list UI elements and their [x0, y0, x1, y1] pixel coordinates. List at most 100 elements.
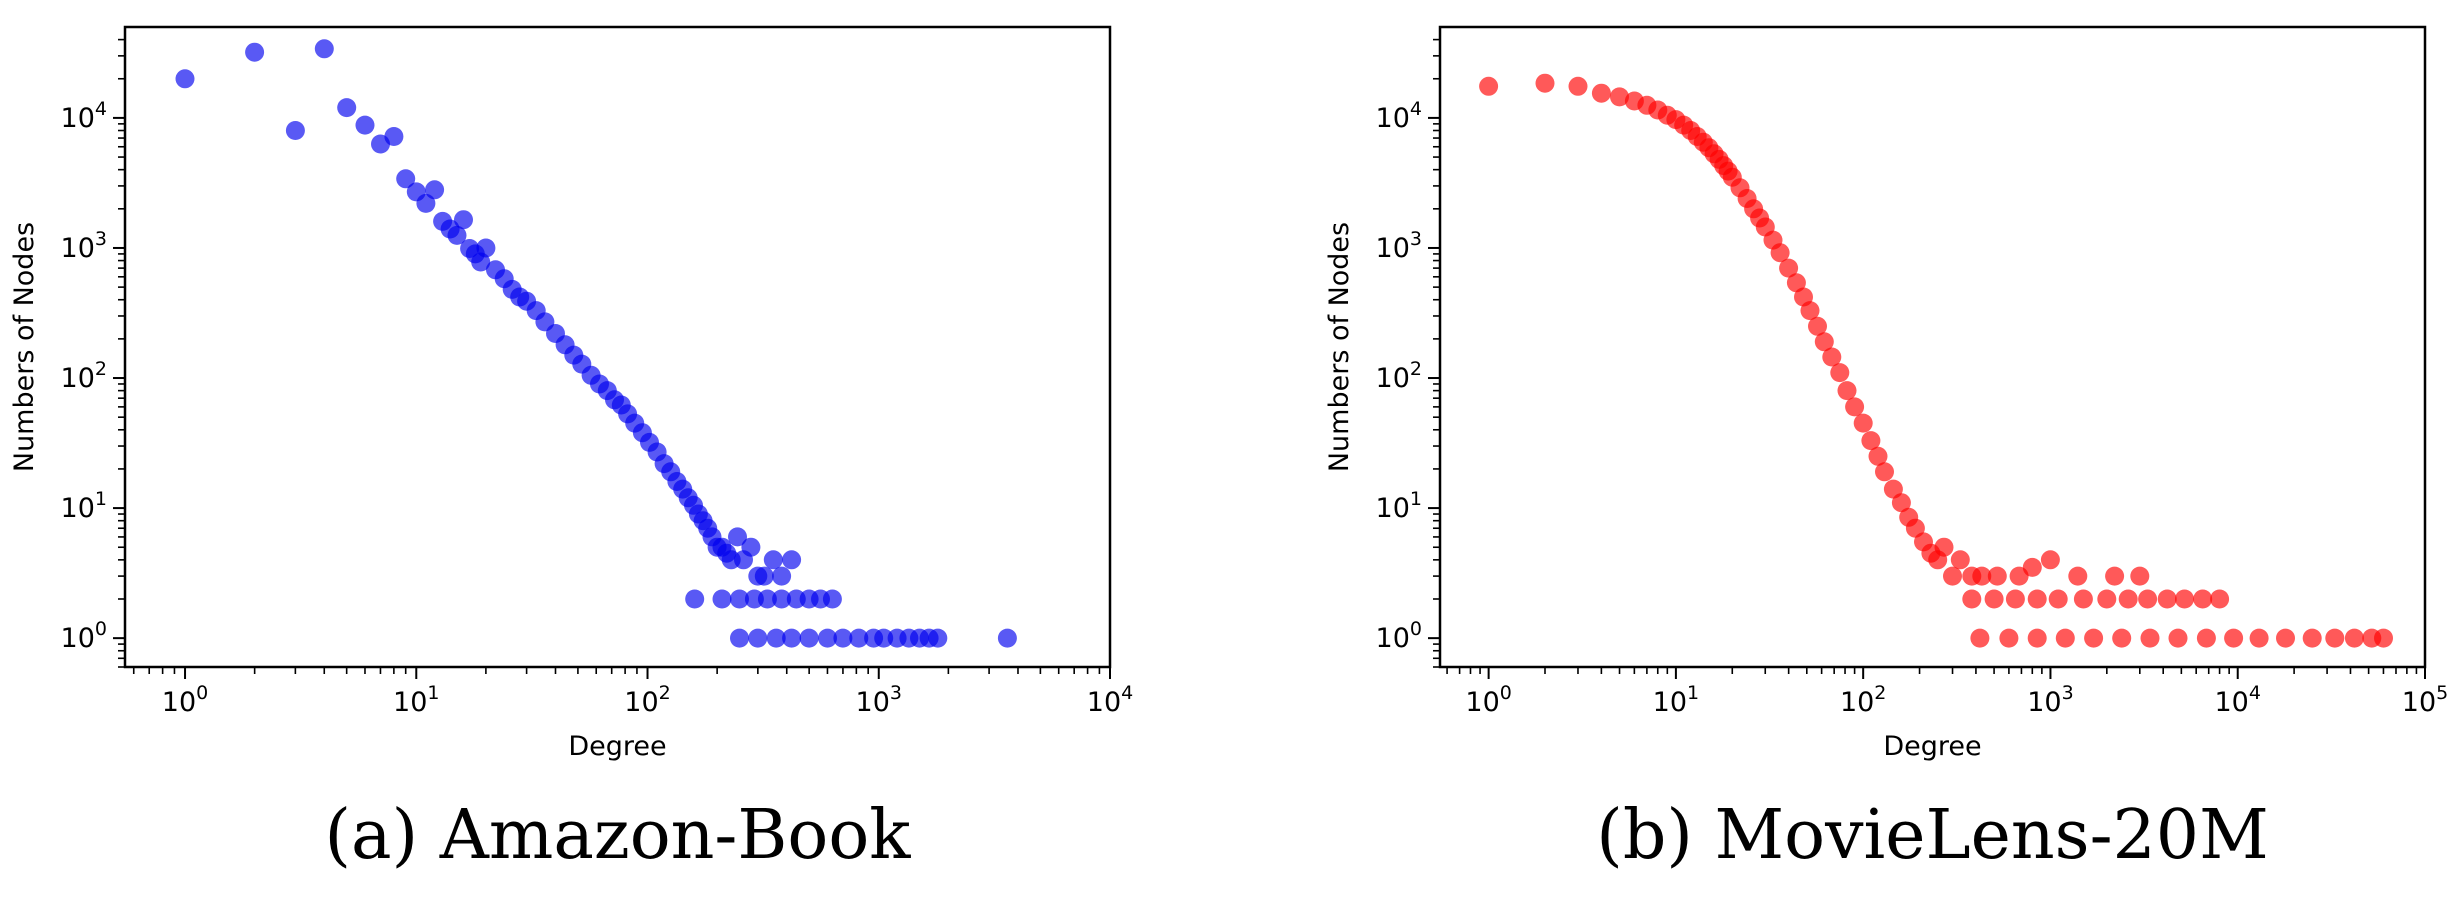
data-point — [757, 589, 777, 609]
data-point — [175, 69, 195, 89]
data-point — [1905, 518, 1925, 538]
y-tick-label: 104 — [61, 98, 107, 134]
y-axis-ticks-a: 100 101 102 103 104 — [61, 38, 125, 668]
y-tick-label: 101 — [61, 488, 107, 524]
data-point — [744, 589, 764, 609]
data-point — [772, 566, 792, 586]
data-point — [2084, 628, 2104, 648]
data-point — [1822, 347, 1842, 367]
x-tick-label: 100 — [1465, 682, 1511, 718]
plot-frame-b — [1438, 25, 2427, 669]
data-point — [1868, 446, 1888, 466]
data-point — [2027, 589, 2047, 609]
y-tick-label: 100 — [61, 618, 107, 654]
data-point — [1837, 381, 1857, 401]
data-point — [728, 527, 747, 547]
scatter-points-b — [1479, 73, 2393, 648]
data-point — [447, 225, 467, 245]
data-point — [874, 628, 894, 648]
y-tick-label: 102 — [1376, 358, 1422, 394]
x-tick-label: 104 — [2214, 682, 2260, 718]
data-point — [2276, 628, 2295, 648]
x-tick-label: 102 — [624, 682, 670, 718]
y-tick-label: 103 — [1376, 228, 1422, 264]
data-point — [2140, 628, 2160, 648]
data-point — [1845, 397, 1865, 417]
data-point — [1962, 589, 1982, 609]
data-point — [2105, 566, 2125, 586]
data-point — [2055, 628, 2075, 648]
data-point — [2325, 628, 2345, 648]
data-point — [2157, 589, 2177, 609]
data-point — [1984, 589, 2004, 609]
data-point — [2048, 589, 2068, 609]
data-point — [1861, 431, 1881, 451]
data-point — [2027, 628, 2047, 648]
data-point — [1950, 550, 1970, 570]
data-point — [425, 180, 445, 200]
data-point — [1591, 83, 1611, 103]
data-point — [1610, 87, 1629, 107]
data-point — [1479, 76, 1499, 96]
data-point — [2022, 557, 2042, 577]
data-point — [782, 550, 802, 570]
data-point — [799, 628, 819, 648]
data-point — [1568, 76, 1588, 96]
caption-a: (a) Amazon-Book — [325, 796, 912, 875]
data-point — [454, 210, 473, 230]
data-point — [2224, 628, 2244, 648]
x-axis-ticks-a: 100 101 102 103 104 — [132, 667, 1133, 718]
plot-frame-a — [123, 25, 1112, 669]
y-axis-ticks-b: 100 101 102 103 104 — [1376, 38, 1440, 668]
x-axis-label-b: Degree — [1883, 731, 1981, 762]
data-point — [2005, 589, 2025, 609]
y-tick-label: 104 — [1376, 98, 1422, 134]
x-tick-label: 101 — [393, 682, 439, 718]
x-tick-label: 102 — [1840, 682, 1886, 718]
y-tick-label: 100 — [1376, 618, 1422, 654]
x-tick-label: 104 — [1087, 682, 1133, 718]
data-point — [396, 169, 416, 189]
x-tick-label: 103 — [856, 682, 902, 718]
x-axis-ticks-b: 100 101 102 103 104 105 — [1446, 667, 2448, 718]
y-tick-label: 101 — [1376, 488, 1422, 524]
scatter-points-a — [175, 39, 1017, 648]
data-point — [1934, 537, 1954, 557]
data-point — [997, 628, 1017, 648]
data-point — [2138, 589, 2158, 609]
data-point — [2073, 589, 2093, 609]
y-axis-label-a: Numbers of Nodes — [9, 222, 40, 472]
data-point — [2068, 566, 2088, 586]
panel-movielens-20m: 100 101 102 103 104 105 100 101 102 103 104 Degre… — [1324, 25, 2448, 875]
data-point — [754, 566, 774, 586]
data-point — [772, 589, 792, 609]
data-point — [2193, 589, 2213, 609]
data-point — [2302, 628, 2322, 648]
panel-amazon-book: 100 101 102 103 104 100 101 102 103 104 Degree N… — [9, 25, 1133, 875]
data-point — [833, 628, 853, 648]
data-point — [2210, 589, 2230, 609]
data-point — [314, 39, 334, 59]
y-tick-label: 102 — [61, 358, 107, 394]
data-point — [285, 121, 305, 140]
data-point — [2344, 628, 2364, 648]
data-point — [1770, 243, 1790, 263]
data-point — [685, 589, 705, 609]
data-point — [355, 115, 375, 135]
x-tick-label: 103 — [2027, 682, 2073, 718]
data-point — [730, 628, 749, 648]
data-point — [1943, 566, 1962, 586]
data-point — [822, 589, 842, 609]
x-tick-label: 100 — [162, 682, 208, 718]
data-point — [416, 193, 436, 213]
data-point — [1786, 273, 1806, 293]
data-point — [1830, 363, 1850, 383]
data-point — [2249, 628, 2269, 648]
caption-b: (b) MovieLens-20M — [1596, 796, 2268, 875]
data-point — [2130, 566, 2150, 586]
data-point — [2175, 589, 2194, 609]
data-point — [2097, 589, 2117, 609]
data-point — [849, 628, 869, 648]
data-point — [730, 589, 749, 609]
